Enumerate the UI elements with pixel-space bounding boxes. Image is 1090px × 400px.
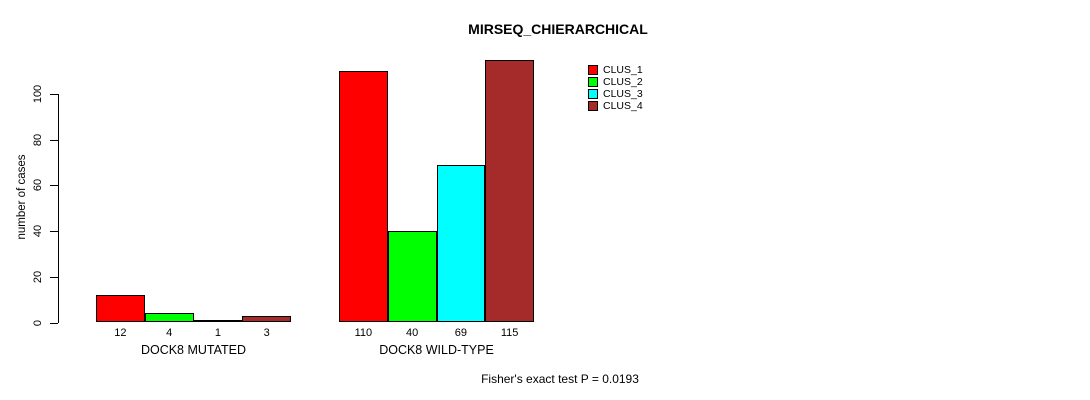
y-axis-line: [58, 93, 59, 324]
legend-swatch: [588, 65, 598, 75]
bar: [387, 231, 437, 323]
x-category-label: DOCK8 MUTATED: [140, 343, 247, 357]
bar: [144, 313, 194, 323]
legend-swatch: [588, 77, 598, 87]
y-axis-label: number of cases: [16, 154, 28, 240]
legend-label: CLUS_1: [603, 64, 643, 76]
legend-swatch: [588, 101, 598, 111]
bar-value-label: 110: [354, 327, 373, 339]
legend-label: CLUS_4: [603, 100, 643, 112]
y-tick: [50, 231, 58, 233]
chart-title: MIRSEQ_CHIERARCHICAL: [468, 21, 648, 37]
bar-value-label: 4: [166, 327, 173, 339]
bar-value-label: 40: [406, 327, 419, 339]
bar: [242, 315, 291, 323]
bar-value-label: 12: [114, 327, 127, 339]
y-tick-label: 20: [32, 270, 44, 283]
y-tick-label: 40: [32, 224, 44, 238]
y-tick: [50, 276, 58, 278]
stat-test-annotation: Fisher's exact test P = 0.0193: [481, 372, 639, 386]
y-tick-label: 0: [32, 319, 44, 326]
legend-swatch: [588, 89, 598, 99]
y-tick: [50, 139, 58, 141]
y-tick-label: 100: [32, 84, 44, 104]
legend-label: CLUS_3: [603, 88, 643, 100]
bar-value-label: 115: [500, 327, 519, 339]
y-tick: [50, 322, 58, 324]
y-tick-label: 80: [32, 133, 44, 146]
bar: [436, 164, 486, 323]
y-tick-label: 60: [32, 179, 44, 192]
y-tick: [50, 93, 58, 95]
legend-label: CLUS_2: [603, 76, 643, 88]
bar: [485, 59, 534, 323]
bar-value-label: 3: [263, 327, 270, 339]
y-tick: [50, 185, 58, 187]
bar-value-label: 1: [214, 327, 221, 339]
bar: [193, 320, 243, 323]
bar-value-label: 69: [454, 327, 467, 339]
x-category-label: DOCK8 WILD-TYPE: [379, 343, 494, 357]
bar: [339, 71, 388, 323]
bar: [96, 295, 145, 323]
